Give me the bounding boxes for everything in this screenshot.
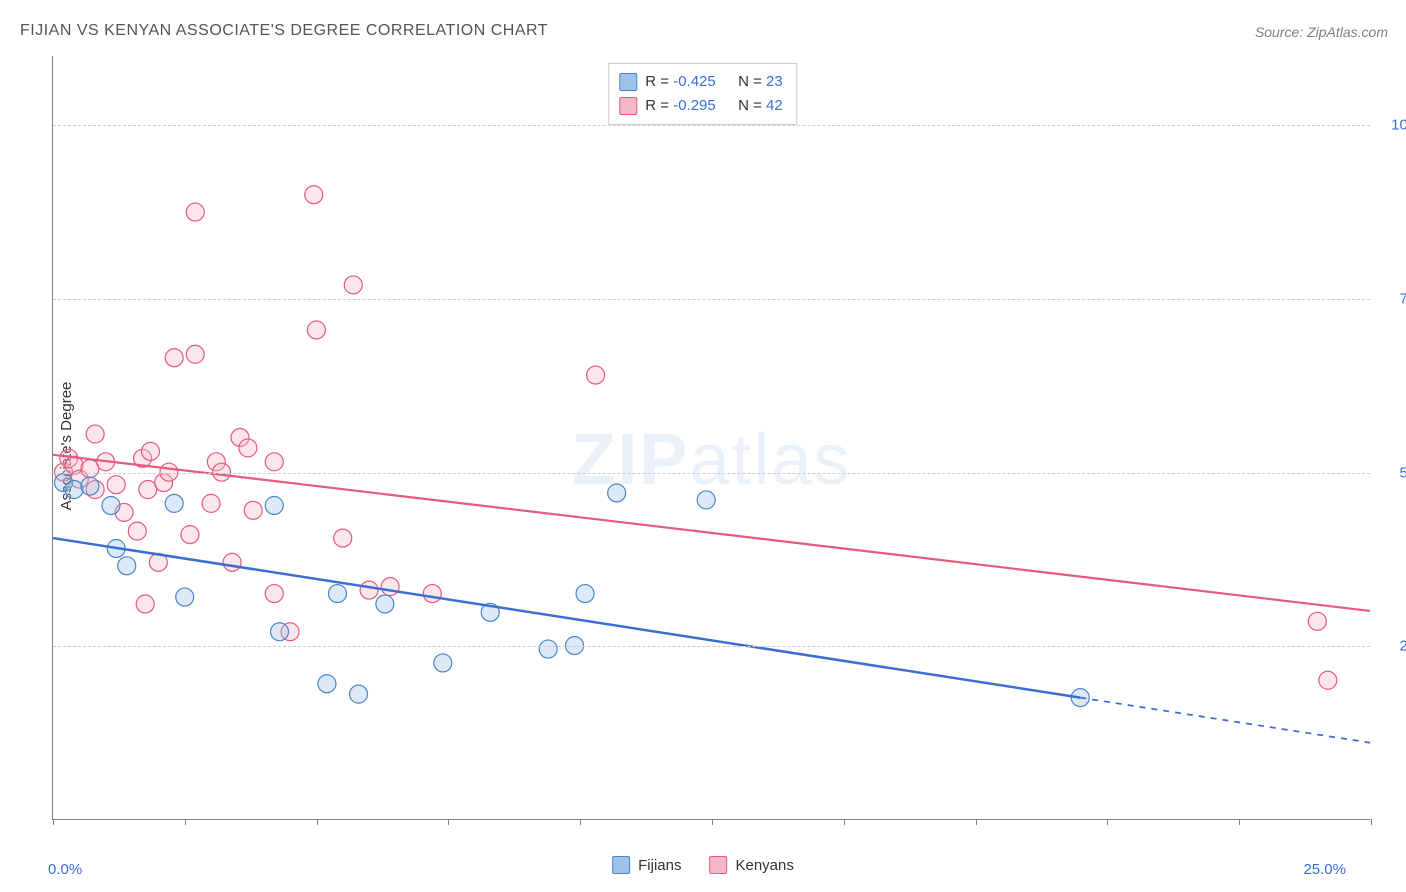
scatter-point — [176, 588, 194, 606]
x-tick-mark — [1107, 819, 1108, 825]
scatter-point — [423, 585, 441, 603]
gridline — [53, 473, 1370, 474]
scatter-point — [202, 494, 220, 512]
legend-item-kenyans: Kenyans — [709, 856, 793, 874]
stats-row-fijians: R = -0.425 N = 23 — [619, 70, 782, 94]
plot-area: ZIPatlas 25.0%50.0%75.0%100.0% — [52, 56, 1370, 820]
scatter-point — [434, 654, 452, 672]
scatter-point — [328, 585, 346, 603]
stats-row-kenyans: R = -0.295 N = 42 — [619, 94, 782, 118]
swatch-kenyans-icon — [709, 856, 727, 874]
n-value: 42 — [766, 97, 783, 114]
swatch-kenyans-icon — [619, 97, 637, 115]
chart-title: FIJIAN VS KENYAN ASSOCIATE'S DEGREE CORR… — [20, 22, 548, 40]
x-tick-mark — [53, 819, 54, 825]
x-tick-mark — [976, 819, 977, 825]
trend-line-fijians — [53, 538, 1080, 698]
scatter-point — [1319, 671, 1337, 689]
scatter-point — [165, 349, 183, 367]
scatter-point — [1308, 612, 1326, 630]
legend-label: Kenyans — [735, 857, 793, 874]
scatter-svg — [53, 56, 1370, 819]
r-label: R = — [645, 73, 669, 90]
swatch-fijians-icon — [612, 856, 630, 874]
x-tick-mark — [712, 819, 713, 825]
y-tick-label: 75.0% — [1399, 291, 1406, 308]
gridline — [53, 646, 1370, 647]
r-label: R = — [645, 97, 669, 114]
scatter-point — [165, 494, 183, 512]
scatter-point — [539, 640, 557, 658]
x-tick-label-max: 25.0% — [1303, 861, 1346, 878]
x-tick-mark — [317, 819, 318, 825]
scatter-point — [265, 496, 283, 514]
y-tick-label: 100.0% — [1391, 117, 1406, 134]
r-value: -0.425 — [673, 73, 716, 90]
bottom-legend: Fijians Kenyans — [612, 856, 794, 874]
scatter-point — [181, 526, 199, 544]
scatter-point — [697, 491, 715, 509]
scatter-point — [81, 477, 99, 495]
scatter-point — [307, 321, 325, 339]
n-label: N = — [738, 97, 762, 114]
stats-legend: R = -0.425 N = 23 R = -0.295 N = 42 — [608, 63, 797, 125]
scatter-point — [186, 345, 204, 363]
scatter-point — [244, 501, 262, 519]
trend-line-kenyans — [53, 455, 1370, 611]
scatter-point — [360, 581, 378, 599]
scatter-point — [576, 585, 594, 603]
source-label: Source: ZipAtlas.com — [1255, 24, 1388, 40]
scatter-point — [239, 439, 257, 457]
scatter-point — [344, 276, 362, 294]
swatch-fijians-icon — [619, 73, 637, 91]
x-tick-mark — [1239, 819, 1240, 825]
x-tick-label-min: 0.0% — [48, 861, 82, 878]
x-tick-mark — [1371, 819, 1372, 825]
scatter-point — [65, 481, 83, 499]
legend-label: Fijians — [638, 857, 681, 874]
scatter-point — [107, 476, 125, 494]
scatter-point — [608, 484, 626, 502]
kenyan-points — [55, 186, 1337, 690]
y-tick-label: 50.0% — [1399, 464, 1406, 481]
x-tick-mark — [844, 819, 845, 825]
scatter-point — [587, 366, 605, 384]
n-value: 23 — [766, 73, 783, 90]
scatter-point — [271, 623, 289, 641]
scatter-point — [381, 578, 399, 596]
scatter-point — [305, 186, 323, 204]
scatter-point — [350, 685, 368, 703]
scatter-point — [334, 529, 352, 547]
r-value: -0.295 — [673, 97, 716, 114]
scatter-point — [141, 442, 159, 460]
x-tick-mark — [448, 819, 449, 825]
scatter-point — [265, 453, 283, 471]
x-tick-mark — [185, 819, 186, 825]
scatter-point — [376, 595, 394, 613]
scatter-point — [186, 203, 204, 221]
y-tick-label: 25.0% — [1399, 638, 1406, 655]
gridline — [53, 299, 1370, 300]
trend-line-fijians-extrapolated — [1080, 698, 1370, 743]
scatter-point — [86, 425, 104, 443]
scatter-point — [223, 553, 241, 571]
scatter-point — [128, 522, 146, 540]
gridline — [53, 125, 1370, 126]
scatter-point — [136, 595, 154, 613]
scatter-point — [118, 557, 136, 575]
scatter-point — [318, 675, 336, 693]
scatter-point — [102, 496, 120, 514]
x-tick-mark — [580, 819, 581, 825]
legend-item-fijians: Fijians — [612, 856, 681, 874]
scatter-point — [265, 585, 283, 603]
n-label: N = — [738, 73, 762, 90]
